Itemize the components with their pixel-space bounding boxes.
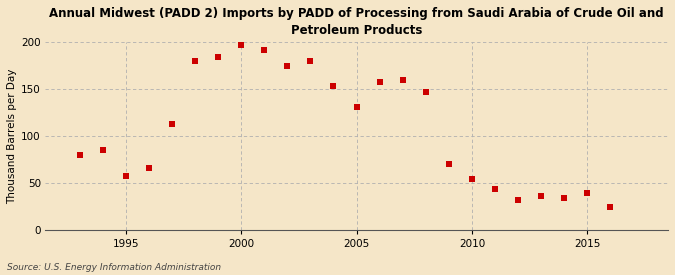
Point (167, 122, 178, 126)
Point (305, 59, 316, 63)
Point (236, 43, 246, 47)
Point (259, 48, 269, 52)
Text: Source: U.S. Energy Information Administration: Source: U.S. Energy Information Administ… (7, 263, 221, 272)
Point (120, 174, 131, 178)
Point (443, 161, 454, 166)
Point (374, 79, 385, 84)
Point (513, 198, 524, 203)
Point (421, 90, 431, 94)
Point (213, 55, 223, 59)
Point (489, 187, 500, 191)
Y-axis label: Thousand Barrels per Day: Thousand Barrels per Day (7, 69, 17, 204)
Point (398, 78, 408, 82)
Point (466, 177, 477, 181)
Point (74, 153, 85, 157)
Point (605, 205, 616, 209)
Point (282, 64, 293, 68)
Point (351, 105, 362, 109)
Point (582, 191, 593, 195)
Point (144, 166, 155, 170)
Title: Annual Midwest (PADD 2) Imports by PADD of Processing from Saudi Arabia of Crude: Annual Midwest (PADD 2) Imports by PADD … (49, 7, 664, 37)
Point (190, 59, 200, 63)
Point (559, 195, 570, 200)
Point (97, 148, 108, 153)
Point (536, 193, 547, 198)
Point (328, 83, 339, 88)
